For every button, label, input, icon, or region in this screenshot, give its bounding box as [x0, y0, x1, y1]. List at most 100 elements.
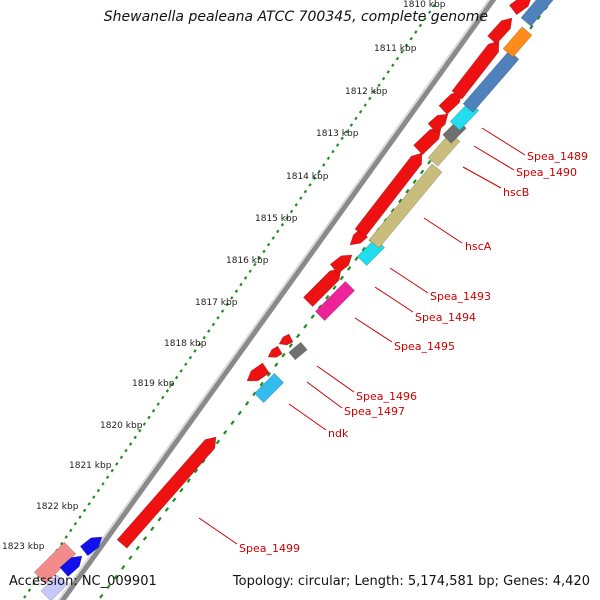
- outer-guide-dash: [207, 329, 211, 333]
- outer-guide-dash: [345, 129, 349, 134]
- outer-guide-dash: [64, 535, 68, 539]
- outer-guide-dash: [381, 76, 386, 81]
- gene-leader-line: [198, 517, 238, 545]
- gene-leader-line: [306, 381, 343, 409]
- outer-guide-dash: [427, 10, 432, 14]
- gene-hsca-category: [368, 163, 443, 249]
- outer-guide-dash: [414, 30, 418, 34]
- outer-guide-dash: [156, 402, 160, 406]
- kbp-tick-label: 1814 kbp: [286, 172, 329, 182]
- outer-guide-dash: [400, 50, 404, 54]
- gene-label: Spea_1495: [394, 340, 455, 353]
- kbp-tick-label: 1811 kbp: [374, 44, 417, 54]
- inner-guide-dash: [150, 526, 155, 532]
- outer-guide-dash: [340, 136, 344, 141]
- outer-guide-dash: [193, 349, 197, 353]
- inner-guide-dash: [259, 381, 264, 387]
- kbp-tick-labels: 1810 kbp 1811 kbp 1812 kbp 1813 kbp 1814 kbp…: [2, 0, 446, 552]
- outer-guide-dash: [128, 442, 133, 446]
- outer-guide-dash: [73, 521, 78, 526]
- accession-label: Accession: NC_009901: [9, 574, 157, 589]
- inner-guide-dash: [223, 430, 228, 435]
- kbp-tick-label: 1818 kbp: [164, 339, 207, 349]
- genome-backbone: [57, 0, 497, 600]
- outer-guide-dash: [69, 528, 73, 533]
- inner-guide-dash: [390, 208, 396, 213]
- gene-ndk: [246, 362, 270, 382]
- outer-guide-dash: [27, 588, 32, 593]
- outer-guide-dash: [358, 109, 363, 114]
- gene-label: Spea_1494: [415, 311, 476, 324]
- outer-guide-dash: [105, 475, 110, 480]
- outer-guide-dash: [303, 189, 308, 194]
- inner-guide-dash: [121, 565, 126, 570]
- outer-guide-dash: [78, 515, 82, 519]
- kbp-tick-label: 1815 kbp: [255, 214, 298, 224]
- outer-guide-dash: [184, 362, 188, 367]
- gene-labels: Spea_1489 Spea_1490 hscB hscA Spea_1493 Spea_…: [239, 150, 588, 555]
- outer-guide-dash: [418, 23, 423, 28]
- outer-guide-dash: [299, 196, 303, 200]
- kbp-tick-label: 1813 kbp: [316, 129, 359, 139]
- inner-guide-dash: [288, 343, 293, 348]
- gene-bottom-lightblue: [40, 574, 68, 600]
- gene-label: Spea_1489: [527, 150, 588, 163]
- inner-guide-dash: [398, 198, 403, 204]
- gene-features: [33, 0, 554, 600]
- gene-spea-1490-red: [427, 113, 449, 133]
- outer-guide-dash: [257, 256, 262, 260]
- gene-inner-top: [520, 0, 554, 27]
- inner-guide-dash: [157, 516, 162, 522]
- outer-guide-dash: [395, 56, 400, 61]
- inner-guide-dash: [215, 439, 221, 445]
- gene-label: Spea_1490: [516, 166, 577, 179]
- inner-guide-dash: [361, 246, 366, 252]
- inner-guide-dash: [339, 275, 344, 281]
- gene-label: hscB: [503, 186, 529, 199]
- outer-guide-dash: [312, 176, 317, 181]
- outer-guide-dash: [266, 242, 271, 247]
- outer-guide-dash: [248, 269, 252, 274]
- kbp-tick-label: 1821 kbp: [69, 461, 112, 471]
- outer-guide-dash: [110, 468, 114, 473]
- inner-guide-dash: [347, 266, 352, 271]
- gene-label: ndk: [328, 427, 349, 440]
- outer-guide-dash: [202, 335, 206, 340]
- inner-guide-dash: [274, 362, 279, 368]
- inner-guide-dash: [142, 536, 148, 541]
- outer-guide-dash: [368, 96, 372, 101]
- gene-spea-1495-category: [314, 280, 356, 322]
- outer-guide-dash: [115, 462, 119, 466]
- gene-spea-1496: [278, 333, 294, 346]
- gene-outer-long-2: [451, 40, 500, 100]
- gene-spea-1494-red: [302, 268, 342, 308]
- outer-guide-dash: [372, 90, 377, 94]
- inner-guide-dash: [266, 372, 272, 377]
- gene-bottom-blue-2: [79, 536, 103, 557]
- outer-guide-dash: [142, 422, 147, 426]
- inner-guide-dash: [237, 410, 242, 416]
- gene-leader-line: [473, 145, 515, 171]
- gene-hsca-red: [354, 152, 423, 238]
- gene-inner-orange: [502, 26, 533, 58]
- outer-guide-dash: [119, 455, 124, 460]
- gene-ndk-category: [253, 372, 285, 404]
- gene-spea-1497: [267, 345, 283, 358]
- inner-guide-dash: [536, 15, 541, 20]
- kbp-tick-label: 1819 kbp: [132, 379, 175, 389]
- outer-guide-dash: [179, 369, 183, 373]
- gene-label: Spea_1497: [344, 405, 405, 418]
- outer-guide-dash: [409, 36, 413, 41]
- gene-outer-small-2: [487, 17, 513, 45]
- outer-guide-dash: [317, 169, 321, 174]
- inner-guide-dash: [295, 333, 301, 339]
- outer-guide-dash: [92, 495, 96, 499]
- outer-guide-dash: [423, 16, 427, 21]
- gene-leader-line: [462, 166, 502, 189]
- outer-guide-dash: [239, 282, 243, 287]
- outer-guide-dash: [165, 389, 170, 393]
- outer-guide-dash: [326, 156, 331, 161]
- gene-spea-1496-category: [288, 341, 308, 361]
- gene-label: hscA: [465, 240, 492, 253]
- outer-guide-dash: [253, 262, 257, 267]
